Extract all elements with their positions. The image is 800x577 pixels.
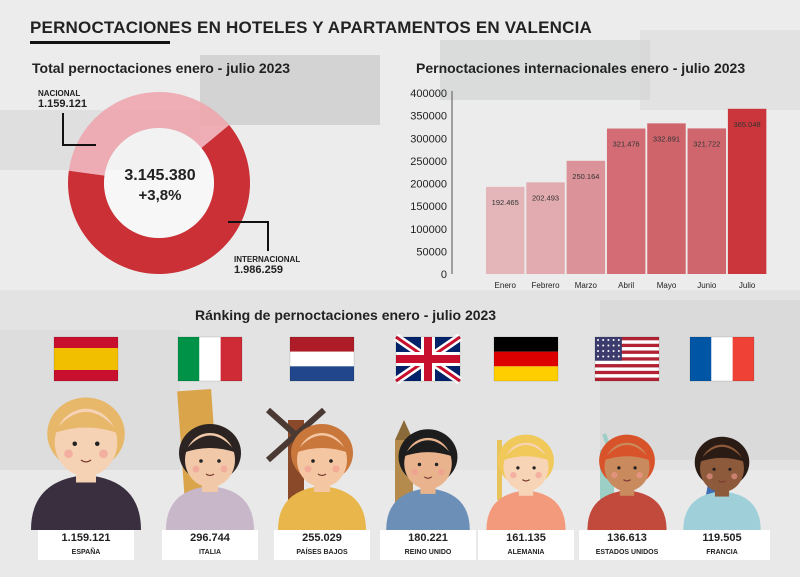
donut-total: 3.145.380 <box>124 167 196 184</box>
internacional-value: 1.986.259 <box>234 264 283 276</box>
ranking-value-3: 180.221 <box>408 532 448 544</box>
donut-title: Total pernoctaciones enero - julio 2023 <box>32 60 291 76</box>
x-tick-label: Abril <box>618 281 634 290</box>
internacional-label: INTERNACIONAL <box>234 255 301 264</box>
y-tick-label: 0 <box>441 269 447 281</box>
ranking-country-1: ITALIA <box>198 549 222 556</box>
person-illustration-1 <box>166 424 254 530</box>
y-tick-label: 250000 <box>410 156 447 168</box>
y-tick-label: 200000 <box>410 179 447 191</box>
y-tick-label: 50000 <box>416 246 447 258</box>
ranking-country-4: ALEMANIA <box>507 549 545 556</box>
ranking-value-2: 255.029 <box>302 532 342 544</box>
person-illustration-6 <box>683 436 761 530</box>
bar-mayo <box>647 123 686 274</box>
usa-flag-icon <box>594 336 660 382</box>
ranking-country-3: REINO UNIDO <box>404 549 452 556</box>
internacional-leader-vertical <box>267 221 269 251</box>
x-tick-label: Marzo <box>575 281 598 290</box>
bar-julio <box>727 108 767 274</box>
internacional-leader-horizontal <box>228 221 268 223</box>
person-illustration-5 <box>587 434 667 530</box>
germany-flag-icon <box>493 336 559 382</box>
x-tick-label: Junio <box>697 281 717 290</box>
bar-value-label: 365.048 <box>734 120 761 129</box>
donut-slice-internacional <box>67 125 250 274</box>
brandenburg-gate-icon <box>497 440 502 500</box>
bar-abril <box>606 128 646 274</box>
donut-hole <box>104 128 214 238</box>
ranking-value-6: 119.505 <box>702 532 742 544</box>
bar-value-label: 192.465 <box>492 198 519 207</box>
main-title: PERNOCTACIONES EN HOTELES Y APARTAMENTOS… <box>30 18 593 37</box>
ranking-value-0: 1.159.121 <box>61 532 111 544</box>
nacional-label: NACIONAL <box>38 89 81 98</box>
y-tick-label: 350000 <box>410 111 447 123</box>
france-flag-icon <box>689 336 755 382</box>
bar-chart-title: Pernoctaciones internacionales enero - j… <box>416 60 746 76</box>
ranking-value-5: 136.613 <box>607 532 647 544</box>
nacional-leader-horizontal <box>62 144 96 146</box>
italy-flag-icon <box>177 336 243 382</box>
x-tick-label: Febrero <box>532 281 561 290</box>
y-tick-label: 400000 <box>410 88 447 100</box>
spain-flag-icon <box>53 336 119 382</box>
person-illustration-4 <box>486 434 566 530</box>
y-tick-label: 150000 <box>410 201 447 213</box>
bar-marzo <box>566 160 606 274</box>
ranking-label-box <box>162 530 258 560</box>
donut-slice-nacional <box>68 91 230 176</box>
person-illustration-3 <box>386 429 470 530</box>
title-underline <box>30 41 170 44</box>
y-tick-label: 300000 <box>410 133 447 145</box>
person-illustration-0 <box>31 397 141 530</box>
x-tick-label: Mayo <box>657 281 677 290</box>
bar-enero <box>486 186 525 274</box>
nacional-leader-vertical <box>62 113 64 145</box>
bar-value-label: 321.476 <box>613 140 640 149</box>
ranking-value-1: 296.744 <box>190 532 230 544</box>
bar-value-label: 250.164 <box>572 172 599 181</box>
ranking-country-6: FRANCIA <box>706 549 738 556</box>
x-tick-label: Julio <box>739 281 756 290</box>
bar-value-label: 202.493 <box>532 193 559 202</box>
nacional-value: 1.159.121 <box>38 98 87 110</box>
ranking-label-box <box>38 530 134 560</box>
ranking-country-5: ESTADOS UNIDOS <box>595 549 659 556</box>
x-tick-label: Enero <box>495 281 517 290</box>
ranking-country-2: PAÍSES BAJOS <box>296 549 348 556</box>
ranking-label-box <box>380 530 476 560</box>
internacional-annotation: INTERNACIONAL 1.986.259 <box>234 254 300 276</box>
ranking-value-4: 161.135 <box>506 532 546 544</box>
uk-flag-icon <box>393 333 463 385</box>
person-illustration-2 <box>278 424 366 530</box>
netherlands-flag-icon <box>289 336 355 382</box>
ranking-title: Ránking de pernoctaciones enero - julio … <box>195 307 497 323</box>
ranking-country-0: ESPAÑA <box>71 549 101 556</box>
bar-value-label: 321.722 <box>693 139 720 148</box>
donut-change: +3,8% <box>138 187 182 204</box>
ranking-label-box <box>274 530 370 560</box>
bar-junio <box>687 128 727 274</box>
bar-value-label: 332.891 <box>653 134 680 143</box>
ranking-label-box <box>579 530 675 560</box>
nacional-annotation: NACIONAL 1.159.121 <box>38 88 87 110</box>
ranking-label-box <box>478 530 574 560</box>
ranking-label-box <box>674 530 770 560</box>
y-tick-label: 100000 <box>410 224 447 236</box>
bar-febrero <box>526 182 565 274</box>
